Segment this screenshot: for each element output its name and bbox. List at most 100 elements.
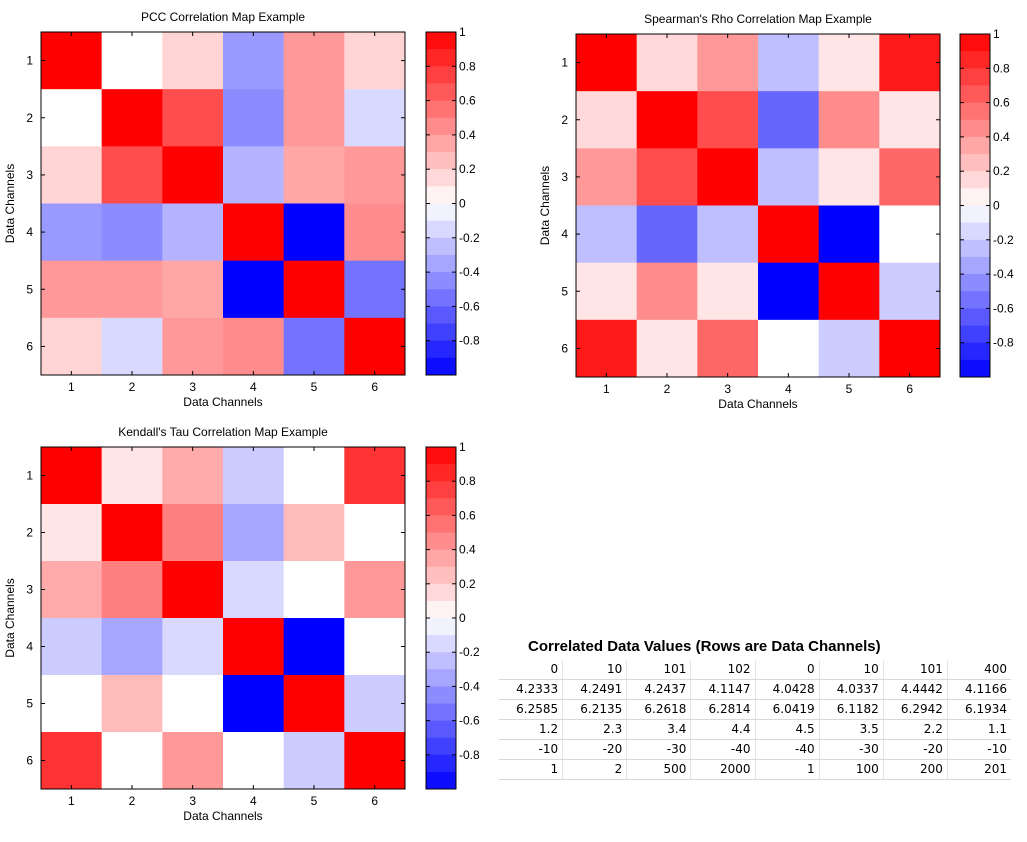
heatmap-cell (223, 504, 285, 562)
colorbar-band (960, 119, 990, 138)
heatmap-cell (636, 205, 698, 264)
colorbar-band (960, 342, 990, 361)
heatmap-cell (283, 32, 345, 90)
x-axis-label: Data Channels (718, 397, 797, 411)
table-cell: 4.1166 (947, 679, 1011, 700)
colorbar-band (426, 447, 456, 465)
heatmap-cell (344, 447, 406, 505)
heatmap-chart-kendall: Kendall's Tau Correlation Map Example 1 2 3… (3, 425, 480, 823)
colorbar-tick-label: 0.6 (993, 96, 1010, 110)
colorbar-band (960, 85, 990, 104)
colorbar-band (426, 498, 456, 516)
colorbar-band (426, 169, 456, 187)
heatmap-cell (818, 319, 880, 378)
heatmap-cell (879, 148, 941, 206)
colorbar-band (426, 600, 456, 619)
heatmap-cell (41, 732, 103, 790)
colorbar-band (426, 635, 456, 653)
colorbar-tick-label: -0.8 (459, 748, 480, 762)
colorbar-band (960, 308, 990, 327)
colorbar-tick-label: 0 (459, 197, 466, 211)
colorbar-band (426, 618, 456, 636)
colorbar-tick-label: 1 (459, 25, 466, 39)
table-row: -10 -20 -30 -40 -40 -30 -20 -10 (499, 739, 1011, 760)
heatmap-cell (697, 91, 759, 149)
heatmap-cell (41, 146, 103, 204)
colorbar-band (426, 186, 456, 204)
colorbar-band (426, 464, 456, 482)
colorbar-tick-label: -0.2 (993, 233, 1014, 247)
table-cell: 2.3 (562, 719, 628, 740)
heatmap-cell (818, 91, 880, 149)
heatmap-cell (879, 319, 941, 378)
heatmap-cell (41, 203, 103, 262)
heatmap-cell (576, 205, 638, 264)
heatmap-cell (879, 91, 941, 149)
colorbar-band (960, 51, 990, 69)
table-cell: 0 (499, 660, 564, 680)
colorbar-band (426, 566, 456, 585)
heatmap-cell (283, 732, 345, 790)
colorbar-tick-label: 1 (459, 440, 466, 454)
chart-title: Kendall's Tau Correlation Map Example (118, 425, 328, 439)
heatmap-cell (223, 732, 285, 790)
colorbar-band (426, 152, 456, 170)
table-row: 4.2333 4.2491 4.2437 4.1147 4.0428 4.0337 4.44… (499, 679, 1011, 700)
heatmap-cell (758, 91, 820, 149)
colorbar-tick-label: -0.2 (459, 231, 480, 245)
y-axis-label: Data Channels (3, 578, 17, 657)
heatmap-cell (101, 317, 163, 376)
table-cell: 1 (499, 759, 564, 780)
table-cell: 3.4 (626, 719, 692, 740)
y-tick-label: 2 (561, 113, 568, 127)
colorbar-band (426, 669, 456, 687)
colorbar-band (426, 754, 456, 773)
table-cell: 4.0428 (755, 679, 820, 700)
table-cell: 6.2814 (690, 699, 756, 720)
table-row: 1.2 2.3 3.4 4.4 4.5 3.5 2.2 1.1 (499, 719, 1011, 740)
table-cell: 101 (883, 660, 948, 680)
table-cell: 10 (562, 660, 628, 680)
y-tick-label: 6 (561, 341, 568, 355)
table-cell: 4.2491 (562, 679, 628, 700)
heatmap-cell (101, 260, 163, 319)
colorbar-band (426, 583, 456, 602)
heatmap-cell (162, 317, 224, 376)
table-cell: 400 (947, 660, 1011, 680)
table-cell: 10 (819, 660, 884, 680)
colorbar-band (960, 239, 990, 258)
heatmap-cell (344, 32, 406, 90)
table-cell: 6.2618 (626, 699, 692, 720)
table-cell: 4.4 (690, 719, 756, 740)
heatmap-cell (41, 675, 103, 733)
colorbar-band (426, 49, 456, 67)
colorbar-band (426, 83, 456, 102)
plot-frame (40, 446, 406, 790)
colorbar-tick-label: -0.6 (459, 299, 480, 313)
heatmap-cell (636, 319, 698, 378)
heatmap-cell (344, 260, 406, 319)
heatmap-cell (576, 91, 638, 149)
colorbar-band (426, 652, 456, 670)
colorbar-tick-label: -0.8 (459, 334, 480, 348)
heatmap-cell (283, 146, 345, 204)
y-tick-label: 4 (26, 640, 33, 654)
heatmap-cell (818, 205, 880, 264)
heatmap-cell (283, 89, 345, 147)
colorbar-band (960, 274, 990, 292)
x-tick-label: 4 (250, 380, 257, 394)
colorbar-band (426, 703, 456, 722)
table-cell: 2.2 (883, 719, 948, 740)
heatmap-cell (283, 618, 345, 676)
heatmap-cell (344, 675, 406, 733)
colorbar-tick-label: 0.6 (459, 508, 476, 522)
colorbar-band (426, 134, 456, 153)
y-axis-label: Data Channels (3, 164, 17, 243)
colorbar-band (426, 737, 456, 756)
heatmap-cell (101, 618, 163, 676)
heatmap-panel-pcc: PCC Correlation Map Example 1 2 3 4 5 6 1 2 3 4 5 6 D… (0, 0, 500, 425)
y-tick-label: 6 (26, 754, 33, 768)
y-tick-label: 5 (26, 697, 33, 711)
heatmap-cell (162, 561, 224, 619)
data-table: 0 10 101 102 0 10 101 400 4.2333 4.2491 4.2437 4.11… (499, 660, 1011, 780)
